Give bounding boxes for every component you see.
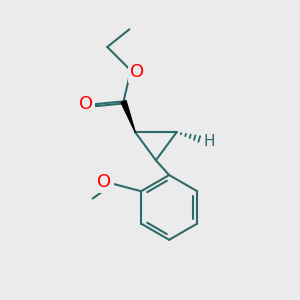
Text: O: O <box>130 63 144 81</box>
Text: H: H <box>203 134 214 149</box>
Polygon shape <box>121 100 135 132</box>
Text: O: O <box>97 173 111 191</box>
Text: O: O <box>79 95 93 113</box>
